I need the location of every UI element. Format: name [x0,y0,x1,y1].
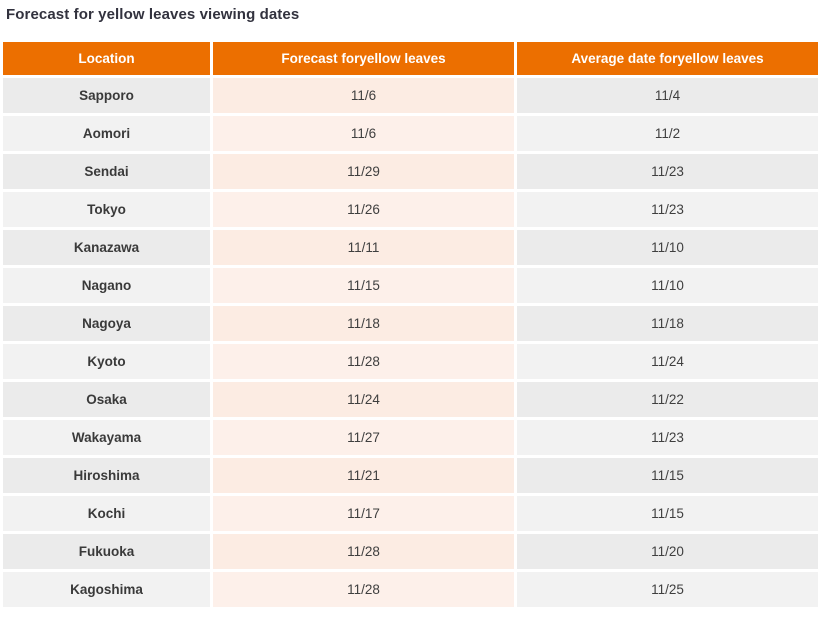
location-cell: Sendai [3,154,210,189]
average-cell: 11/20 [517,534,818,569]
average-cell: 11/2 [517,116,818,151]
average-cell: 11/24 [517,344,818,379]
location-cell: Nagoya [3,306,210,341]
average-cell: 11/23 [517,192,818,227]
forecast-table: Location Forecast foryellow leaves Avera… [3,42,818,607]
location-cell: Aomori [3,116,210,151]
location-cell: Osaka [3,382,210,417]
location-cell: Wakayama [3,420,210,455]
average-cell: 11/23 [517,420,818,455]
location-cell: Nagano [3,268,210,303]
column-header-location: Location [3,42,210,75]
forecast-cell: 11/28 [213,344,514,379]
average-cell: 11/15 [517,458,818,493]
location-cell: Tokyo [3,192,210,227]
forecast-cell: 11/6 [213,116,514,151]
column-header-average: Average date foryellow leaves [517,42,818,75]
forecast-cell: 11/17 [213,496,514,531]
average-cell: 11/4 [517,78,818,113]
forecast-cell: 11/26 [213,192,514,227]
average-cell: 11/23 [517,154,818,189]
forecast-cell: 11/15 [213,268,514,303]
column-header-forecast: Forecast foryellow leaves [213,42,514,75]
average-cell: 11/15 [517,496,818,531]
forecast-cell: 11/18 [213,306,514,341]
average-cell: 11/10 [517,268,818,303]
forecast-cell: 11/28 [213,572,514,607]
location-cell: Kochi [3,496,210,531]
average-cell: 11/18 [517,306,818,341]
location-cell: Kyoto [3,344,210,379]
page-title: Forecast for yellow leaves viewing dates [6,6,300,23]
forecast-cell: 11/24 [213,382,514,417]
location-cell: Fukuoka [3,534,210,569]
forecast-cell: 11/27 [213,420,514,455]
average-cell: 11/10 [517,230,818,265]
average-cell: 11/25 [517,572,818,607]
average-cell: 11/22 [517,382,818,417]
location-cell: Kanazawa [3,230,210,265]
forecast-cell: 11/28 [213,534,514,569]
location-cell: Hiroshima [3,458,210,493]
forecast-cell: 11/11 [213,230,514,265]
forecast-cell: 11/29 [213,154,514,189]
forecast-cell: 11/21 [213,458,514,493]
location-cell: Kagoshima [3,572,210,607]
forecast-cell: 11/6 [213,78,514,113]
location-cell: Sapporo [3,78,210,113]
